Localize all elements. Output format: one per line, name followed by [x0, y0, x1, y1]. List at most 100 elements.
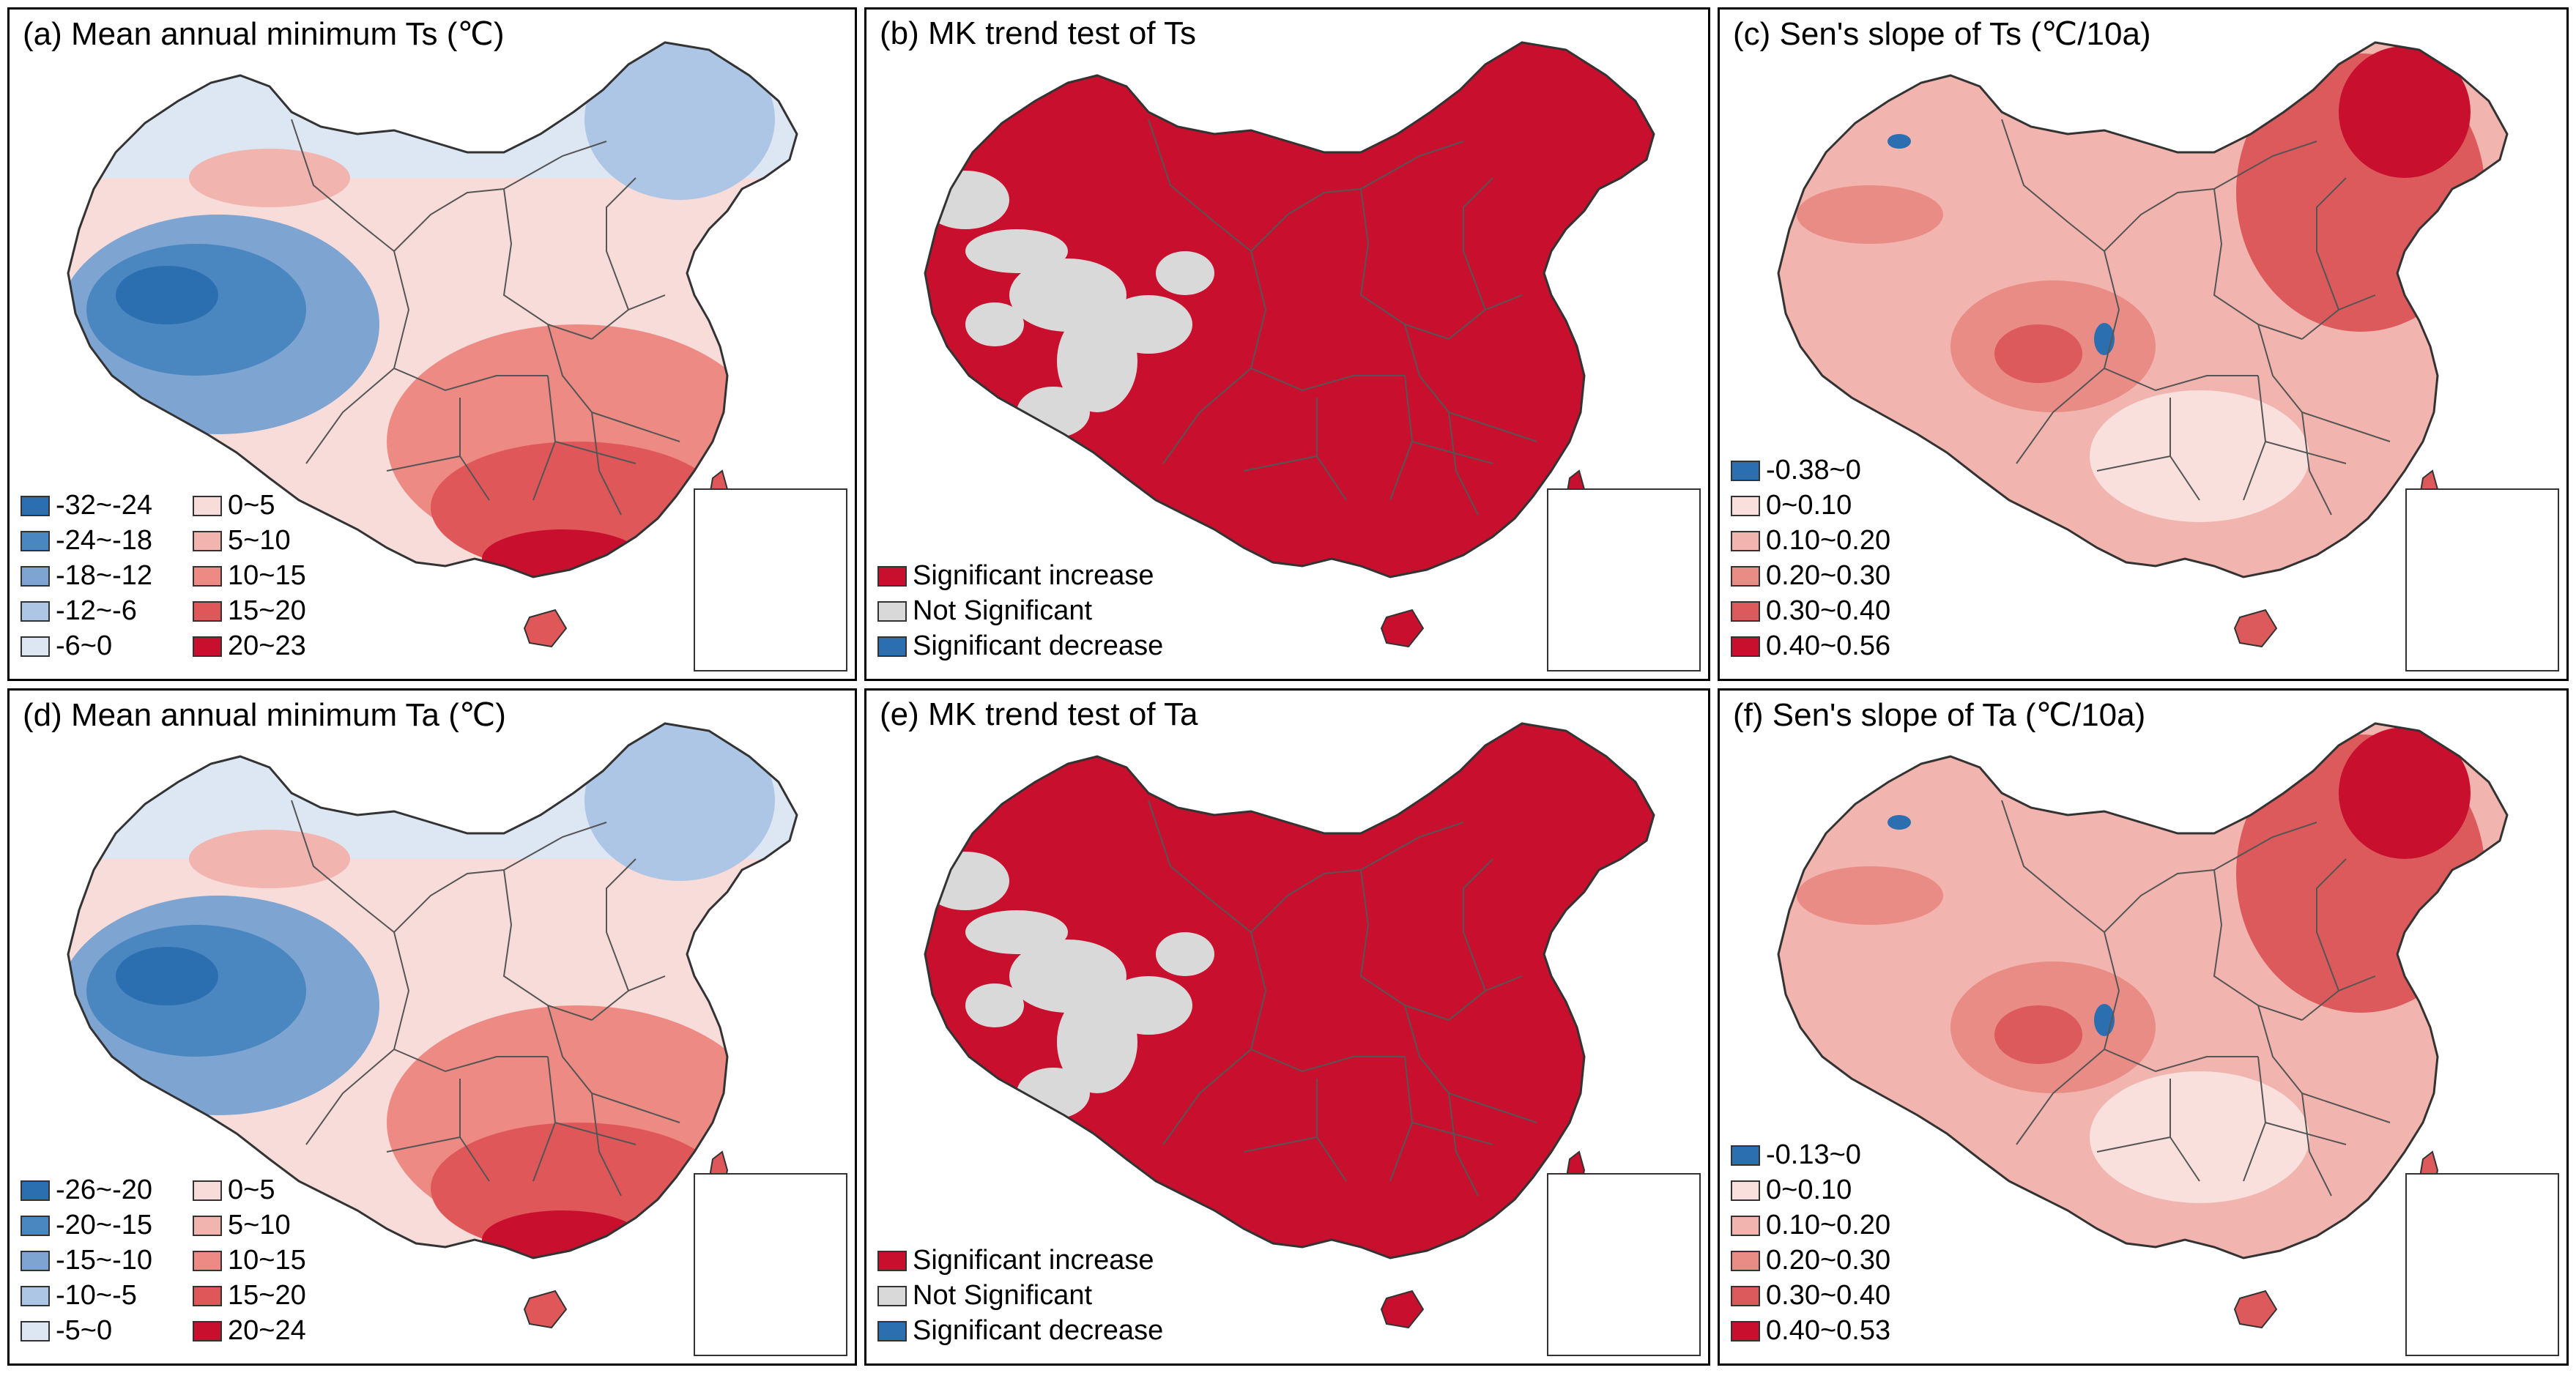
legend-label: Not Significant — [913, 1280, 1093, 1311]
legend-item: 0~5 — [193, 490, 275, 521]
legend-swatch — [877, 600, 907, 622]
panel-title: (a) Mean annual minimum Ts (℃) — [23, 16, 505, 52]
panel-f: (f) Sen's slope of Ta (℃/10a) -0.13~0 0~0… — [1718, 688, 2569, 1366]
legend-swatch — [21, 1320, 50, 1342]
legend-swatch — [21, 600, 50, 622]
legend-label: 0~0.10 — [1766, 1175, 1852, 1205]
legend-item: 0.10~0.20 — [1731, 1210, 1890, 1241]
legend-label: -0.38~0 — [1766, 455, 1861, 485]
map — [1777, 722, 2509, 1328]
legend-item: 10~15 — [193, 560, 306, 592]
legend-label: 15~20 — [228, 595, 306, 626]
panel-c: (c) Sen's slope of Ts (℃/10a) -0.38~0 0~0… — [1718, 7, 2569, 681]
legend-label: -12~-6 — [56, 595, 137, 626]
legend-swatch — [21, 495, 50, 516]
legend-item: 0.20~0.30 — [1731, 1245, 1890, 1276]
legend-item: 0.10~0.20 — [1731, 525, 1890, 557]
legend: Significant increase Not Significant Signi… — [877, 1245, 1244, 1350]
legend-item: 20~24 — [193, 1315, 306, 1347]
legend-swatch — [1731, 1145, 1760, 1166]
legend-label: Significant increase — [913, 560, 1154, 591]
legend-swatch — [193, 495, 222, 516]
legend-swatch — [1731, 1320, 1760, 1342]
legend-swatch — [21, 1215, 50, 1236]
legend-item: -6~0 — [21, 630, 112, 662]
legend-label: 10~15 — [228, 1245, 306, 1276]
legend-swatch — [1731, 1250, 1760, 1271]
panel-title: (d) Mean annual minimum Ta (℃) — [23, 697, 506, 733]
legend-item: 0~5 — [193, 1175, 275, 1206]
legend-label: 0~5 — [228, 1175, 275, 1205]
legend-swatch — [1731, 1215, 1760, 1236]
legend-label: 20~24 — [228, 1315, 306, 1346]
legend: -32~-24 -24~-18 -18~-12 -12~-6 -6~0 0~5 5~10 10… — [21, 490, 372, 666]
legend-label: 0.40~0.56 — [1766, 630, 1891, 661]
legend-label: -20~-15 — [56, 1210, 153, 1240]
legend-item: 10~15 — [193, 1245, 306, 1276]
legend-swatch — [193, 1250, 222, 1271]
map — [67, 722, 798, 1328]
panel-e: (e) MK trend test of Ta Significant incr… — [864, 688, 1710, 1366]
legend-swatch — [877, 1320, 907, 1342]
legend-swatch — [193, 565, 222, 587]
legend-swatch — [1731, 1285, 1760, 1306]
legend-label: 0.30~0.40 — [1766, 595, 1891, 626]
map — [924, 41, 1655, 647]
legend-label: -5~0 — [56, 1315, 113, 1346]
legend-item: Not Significant — [877, 1280, 1092, 1311]
legend-item: -32~-24 — [21, 490, 152, 521]
legend-swatch — [193, 1285, 222, 1306]
south-china-sea-inset — [1547, 1173, 1701, 1356]
legend-label: -18~-12 — [56, 560, 153, 591]
south-china-sea-inset — [694, 488, 847, 671]
legend-label: -15~-10 — [56, 1245, 153, 1276]
legend-label: Significant decrease — [913, 1315, 1164, 1346]
legend-label: 0~0.10 — [1766, 490, 1852, 521]
legend-item: 0~0.10 — [1731, 1175, 1852, 1206]
south-china-sea-inset — [2405, 488, 2559, 671]
legend-label: 0.10~0.20 — [1766, 1210, 1891, 1240]
legend-item: -0.38~0 — [1731, 455, 1861, 486]
legend-swatch — [21, 1250, 50, 1271]
panel-d: (d) Mean annual minimum Ta (℃) -26~-20 -2… — [7, 688, 857, 1366]
legend-swatch — [1731, 565, 1760, 587]
legend-swatch — [21, 636, 50, 657]
legend-item: -5~0 — [21, 1315, 112, 1347]
legend-swatch — [21, 530, 50, 551]
legend-label: Significant increase — [913, 1245, 1154, 1276]
legend-swatch — [877, 565, 907, 587]
panel-title: (f) Sen's slope of Ta (℃/10a) — [1733, 697, 2146, 733]
legend-swatch — [193, 636, 222, 657]
legend-swatch — [1731, 530, 1760, 551]
legend-item: 0.30~0.40 — [1731, 595, 1890, 627]
legend-item: -15~-10 — [21, 1245, 152, 1276]
legend-item: -12~-6 — [21, 595, 137, 627]
legend-swatch — [193, 530, 222, 551]
legend-item: 0.40~0.53 — [1731, 1315, 1890, 1347]
south-china-sea-inset — [1547, 488, 1701, 671]
legend-label: 15~20 — [228, 1280, 306, 1311]
south-china-sea-inset — [694, 1173, 847, 1356]
panel-b: (b) MK trend test of Ts Significant incr… — [864, 7, 1710, 681]
panel-title: (b) MK trend test of Ts — [880, 15, 1197, 51]
legend-swatch — [877, 1250, 907, 1271]
legend-label: -0.13~0 — [1766, 1139, 1861, 1170]
legend-item: 15~20 — [193, 1280, 306, 1311]
legend-item: -0.13~0 — [1731, 1139, 1861, 1171]
legend-label: 0~5 — [228, 490, 275, 521]
map — [1777, 41, 2509, 647]
legend-swatch — [877, 636, 907, 657]
legend-item: 5~10 — [193, 525, 291, 557]
legend-swatch — [21, 565, 50, 587]
legend-item: Not Significant — [877, 595, 1092, 627]
legend-item: 5~10 — [193, 1210, 291, 1241]
legend: -0.38~0 0~0.10 0.10~0.20 0.20~0.30 0.30~0.40… — [1731, 455, 2097, 666]
legend-label: -6~0 — [56, 630, 113, 661]
legend-label: -24~-18 — [56, 525, 153, 556]
legend-swatch — [193, 1320, 222, 1342]
legend-label: -10~-5 — [56, 1280, 137, 1311]
panel-title: (e) MK trend test of Ta — [880, 696, 1198, 732]
legend-label: 0.40~0.53 — [1766, 1315, 1891, 1346]
south-china-sea-inset — [2405, 1173, 2559, 1356]
legend-label: Not Significant — [913, 595, 1093, 626]
